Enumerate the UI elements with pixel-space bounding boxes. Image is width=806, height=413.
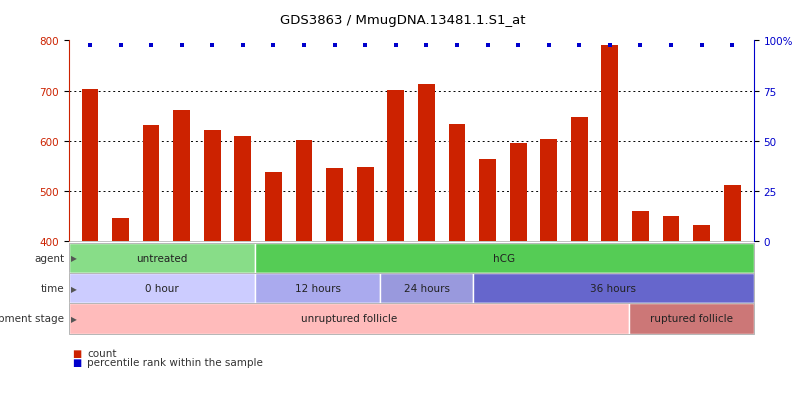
Bar [724, 186, 741, 242]
Text: 12 hours: 12 hours [295, 283, 341, 294]
Bar [143, 126, 160, 242]
Text: time: time [41, 283, 64, 294]
Text: ruptured follicle: ruptured follicle [650, 313, 733, 324]
Bar [663, 216, 679, 242]
Text: ▶: ▶ [71, 314, 77, 323]
Bar [112, 218, 129, 242]
Bar [632, 211, 649, 242]
Bar [418, 85, 434, 242]
Text: agent: agent [35, 253, 64, 263]
Text: unruptured follicle: unruptured follicle [301, 313, 397, 324]
Bar [448, 125, 465, 242]
Text: GDS3863 / MmugDNA.13481.1.S1_at: GDS3863 / MmugDNA.13481.1.S1_at [280, 14, 526, 27]
Bar [479, 159, 496, 242]
Text: count: count [87, 348, 117, 358]
Text: development stage: development stage [0, 313, 64, 324]
Bar [235, 137, 251, 242]
Bar [265, 173, 282, 242]
Text: 24 hours: 24 hours [404, 283, 450, 294]
Text: ▶: ▶ [71, 254, 77, 263]
Bar [509, 143, 526, 242]
Bar [357, 168, 374, 242]
Bar [388, 90, 404, 242]
Bar [601, 46, 618, 242]
Bar [81, 90, 98, 242]
Text: ▶: ▶ [71, 284, 77, 293]
Bar [204, 131, 221, 242]
Text: percentile rank within the sample: percentile rank within the sample [87, 358, 263, 368]
Text: 0 hour: 0 hour [145, 283, 179, 294]
Bar [693, 225, 710, 242]
Bar [540, 140, 557, 242]
Text: 36 hours: 36 hours [591, 283, 637, 294]
Bar [326, 169, 343, 242]
Text: ■: ■ [73, 358, 81, 368]
Bar [571, 117, 588, 242]
Bar [296, 141, 313, 242]
Text: ■: ■ [73, 348, 81, 358]
Text: untreated: untreated [136, 253, 188, 263]
Bar [173, 110, 190, 242]
Text: hCG: hCG [493, 253, 516, 263]
